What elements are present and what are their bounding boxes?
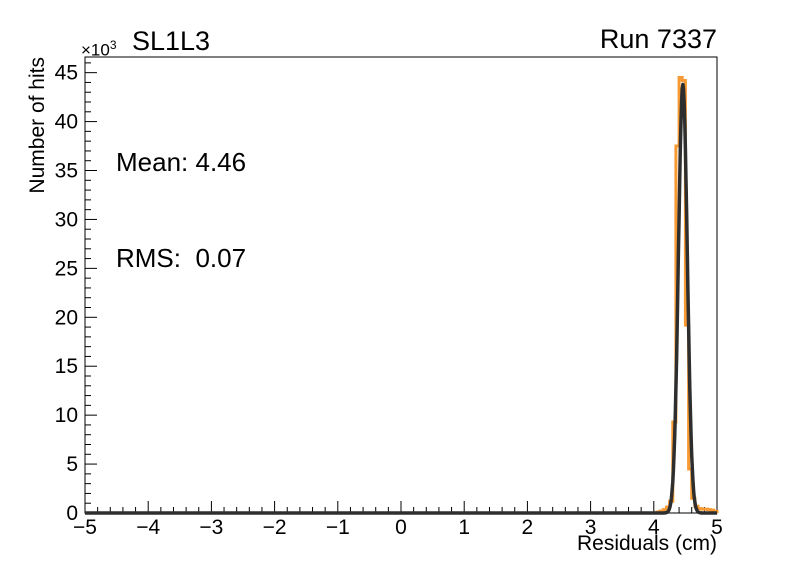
y-axis-multiplier-exponent: 3 [109, 38, 117, 52]
x-tick-label: −3 [199, 516, 223, 539]
run-number-label: Run 7337 [599, 24, 717, 54]
x-tick-label: 5 [711, 516, 723, 539]
y-tick-label: 25 [55, 257, 78, 280]
stats-box: Mean: 4.46 RMS: 0.07 [116, 82, 246, 338]
x-tick-label: 0 [395, 516, 407, 539]
gaussian-fit-curve [83, 82, 719, 515]
y-axis-multiplier-base: ×10 [81, 40, 110, 60]
y-tick-label: 10 [55, 404, 78, 427]
x-tick-label: 3 [585, 516, 597, 539]
x-tick-label: −2 [263, 516, 287, 539]
plot-title: SL1L3 [132, 26, 211, 56]
y-axis-title: Number of hits [26, 57, 49, 194]
y-tick-label: 30 [55, 208, 78, 231]
rms-value-label: RMS: 0.07 [116, 243, 247, 273]
y-axis-multiplier: ×103 [81, 38, 117, 61]
y-tick-label: 5 [66, 453, 78, 476]
x-tick-label: −1 [326, 516, 350, 539]
y-tick-label: 40 [55, 111, 78, 134]
y-tick-label: 45 [55, 62, 78, 85]
y-tick-label: 35 [55, 160, 78, 183]
y-tick-label: 0 [66, 502, 78, 525]
x-tick-label: −4 [136, 516, 160, 539]
y-tick-label: 20 [55, 306, 78, 329]
x-tick-label: 1 [458, 516, 470, 539]
mean-value-label: Mean: 4.46 [116, 147, 247, 177]
x-tick-label: 2 [522, 516, 534, 539]
x-axis-title: Residuals (cm) [576, 532, 717, 555]
x-tick-label: −5 [73, 516, 97, 539]
y-tick-label: 15 [55, 355, 78, 378]
x-tick-label: 4 [648, 516, 660, 539]
